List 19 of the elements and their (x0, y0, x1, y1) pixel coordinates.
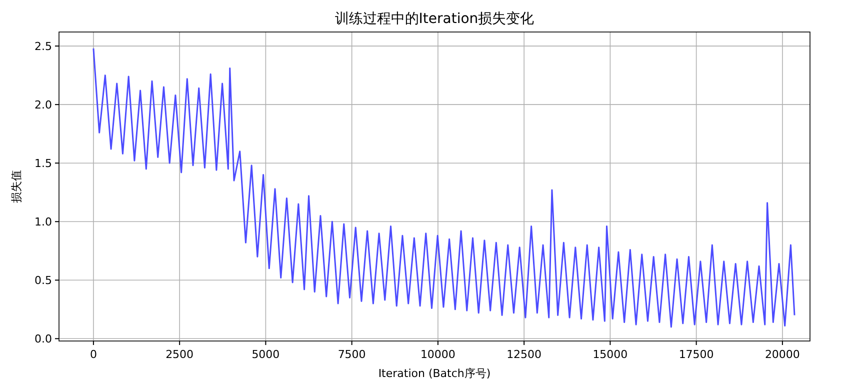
x-tick-label: 2500 (166, 348, 194, 361)
chart-title: 训练过程中的Iteration损失变化 (334, 11, 534, 27)
y-tick-label: 2.0 (34, 98, 52, 112)
x-tick-label: 20000 (764, 348, 800, 361)
y-tick-label: 1.5 (34, 157, 52, 170)
y-axis-title: 损失值 (10, 170, 23, 203)
x-tick-label: 10000 (420, 348, 456, 361)
x-tick-label: 0 (90, 348, 97, 361)
x-tick-label: 15000 (592, 348, 628, 361)
y-tick-label: 0.5 (34, 274, 52, 288)
y-tick-label: 1.0 (34, 216, 52, 229)
y-tick-label: 2.5 (34, 40, 52, 54)
y-tick-label: 0.0 (34, 332, 52, 346)
x-tick-label: 5000 (252, 348, 280, 361)
x-tick-label: 17500 (678, 348, 714, 361)
line-series (92, 48, 796, 328)
x-tick-label: 12500 (506, 348, 542, 361)
x-axis-title: Iteration (Batch序号) (378, 367, 491, 380)
x-tick-label: 7500 (338, 348, 366, 361)
